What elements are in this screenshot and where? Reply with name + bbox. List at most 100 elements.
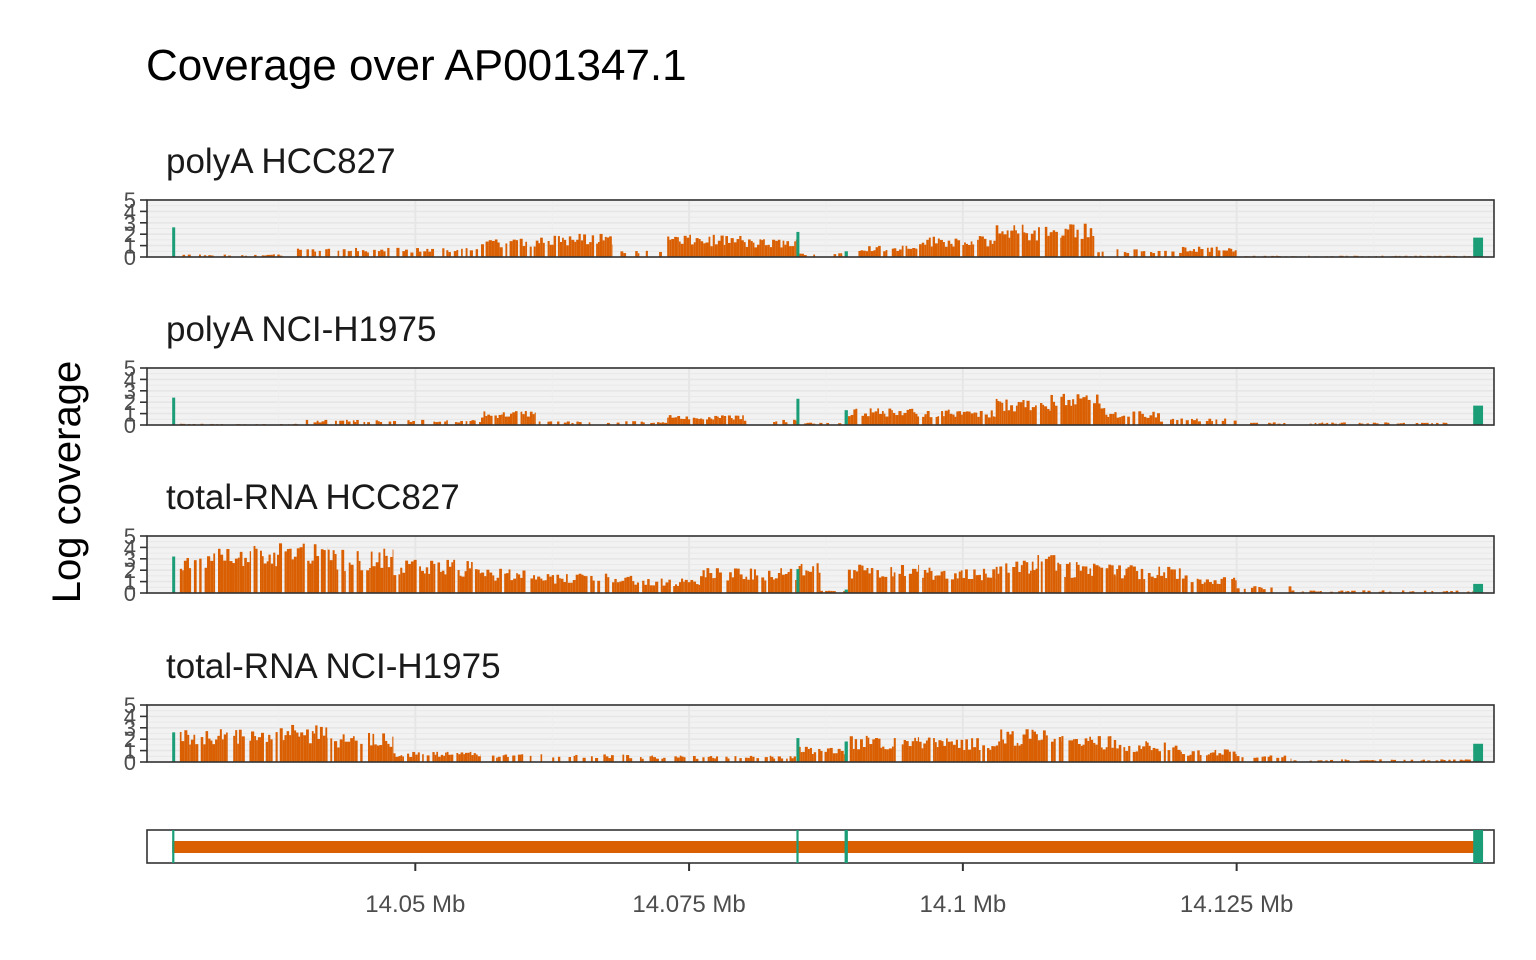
coverage-bar bbox=[604, 236, 607, 257]
coverage-bar bbox=[279, 728, 283, 762]
coverage-bar bbox=[1015, 405, 1018, 425]
coverage-bar bbox=[400, 755, 403, 762]
coverage-bar bbox=[1087, 740, 1090, 762]
coverage-bar bbox=[1000, 729, 1003, 762]
coverage-bar bbox=[853, 570, 856, 593]
coverage-bar bbox=[507, 416, 511, 425]
coverage-bar bbox=[530, 578, 534, 593]
coverage-bar bbox=[494, 580, 497, 593]
coverage-bar bbox=[423, 251, 427, 257]
coverage-bar bbox=[869, 744, 873, 762]
coverage-bar bbox=[1222, 577, 1227, 593]
coverage-bar bbox=[1057, 562, 1060, 593]
exon-coverage-bar bbox=[172, 732, 176, 762]
coverage-bar bbox=[347, 741, 351, 762]
coverage-bar bbox=[1125, 568, 1128, 593]
coverage-bar bbox=[1214, 749, 1217, 762]
coverage-bar bbox=[919, 244, 922, 257]
coverage-bar bbox=[1034, 405, 1037, 425]
coverage-bar bbox=[286, 549, 290, 593]
coverage-bar bbox=[1178, 568, 1181, 593]
coverage-bar bbox=[501, 414, 503, 425]
coverage-bar bbox=[469, 751, 472, 762]
coverage-bar bbox=[1111, 565, 1114, 593]
intron-bar bbox=[172, 841, 1484, 853]
coverage-bar bbox=[309, 563, 312, 593]
coverage-bar bbox=[1226, 749, 1229, 762]
coverage-bar bbox=[277, 254, 280, 257]
coverage-bar bbox=[709, 756, 713, 762]
coverage-bar bbox=[710, 418, 713, 425]
intron-coverage-segment bbox=[995, 555, 1062, 593]
intron-coverage-segment bbox=[1159, 418, 1237, 425]
coverage-bar bbox=[681, 756, 684, 762]
intron-coverage-segment bbox=[253, 543, 328, 593]
coverage-bar bbox=[1013, 745, 1017, 762]
coverage-bar bbox=[1111, 747, 1114, 762]
coverage-bar bbox=[997, 400, 1000, 425]
coverage-bar bbox=[1020, 565, 1023, 593]
coverage-bar bbox=[182, 254, 186, 257]
coverage-bar bbox=[409, 756, 413, 762]
coverage-bar bbox=[917, 737, 920, 762]
coverage-bar bbox=[415, 754, 418, 762]
coverage-bar bbox=[1198, 579, 1202, 593]
coverage-bar bbox=[667, 417, 669, 425]
coverage-bar bbox=[575, 574, 579, 593]
coverage-bar bbox=[226, 732, 228, 762]
coverage-bar bbox=[883, 251, 886, 257]
coverage-bar bbox=[464, 752, 468, 762]
exon-coverage-bar bbox=[796, 569, 800, 593]
coverage-bar bbox=[337, 747, 340, 762]
coverage-bar bbox=[649, 756, 652, 762]
intron-coverage-segment bbox=[1181, 749, 1237, 762]
coverage-bar bbox=[182, 570, 184, 593]
coverage-bar bbox=[729, 572, 732, 593]
coverage-bar bbox=[892, 412, 896, 425]
coverage-bar bbox=[553, 235, 557, 257]
coverage-bar bbox=[995, 398, 998, 425]
coverage-bar bbox=[565, 574, 568, 593]
coverage-bar bbox=[551, 575, 555, 593]
coverage-bar bbox=[655, 758, 659, 762]
coverage-bar bbox=[865, 735, 868, 762]
coverage-bar bbox=[507, 756, 509, 762]
coverage-bar bbox=[793, 419, 796, 425]
coverage-bar bbox=[526, 416, 530, 425]
coverage-bar bbox=[915, 413, 918, 425]
coverage-bar bbox=[442, 248, 445, 257]
coverage-bar bbox=[1250, 587, 1254, 593]
coverage-bar bbox=[608, 758, 611, 762]
coverage-bar bbox=[557, 756, 561, 762]
coverage-bar bbox=[916, 571, 919, 593]
coverage-bar bbox=[502, 412, 505, 425]
coverage-bar bbox=[1002, 739, 1005, 762]
coverage-bar bbox=[972, 244, 975, 257]
coverage-bar bbox=[706, 568, 710, 593]
coverage-bar bbox=[308, 743, 312, 762]
coverage-bar bbox=[1211, 421, 1213, 425]
coverage-bar bbox=[880, 747, 883, 762]
coverage-bar bbox=[652, 585, 656, 593]
coverage-bar bbox=[970, 241, 973, 257]
coverage-bar bbox=[330, 738, 333, 762]
coverage-bar bbox=[1065, 563, 1069, 593]
coverage-bar bbox=[922, 416, 925, 425]
coverage-bar bbox=[1224, 418, 1227, 425]
coverage-bar bbox=[668, 579, 671, 593]
coverage-bar bbox=[1269, 755, 1273, 762]
coverage-bar bbox=[789, 568, 793, 593]
coverage-bar bbox=[210, 740, 213, 762]
coverage-bar bbox=[749, 568, 753, 593]
coverage-bar bbox=[607, 577, 610, 593]
coverage-bar bbox=[402, 251, 406, 257]
coverage-bar bbox=[1037, 555, 1040, 593]
coverage-bar bbox=[1241, 757, 1244, 762]
coverage-bar bbox=[497, 756, 501, 762]
coverage-bar bbox=[737, 415, 740, 425]
coverage-bar bbox=[282, 740, 285, 762]
coverage-bar bbox=[924, 244, 927, 257]
coverage-bar bbox=[905, 741, 909, 762]
coverage-bar bbox=[874, 738, 879, 762]
